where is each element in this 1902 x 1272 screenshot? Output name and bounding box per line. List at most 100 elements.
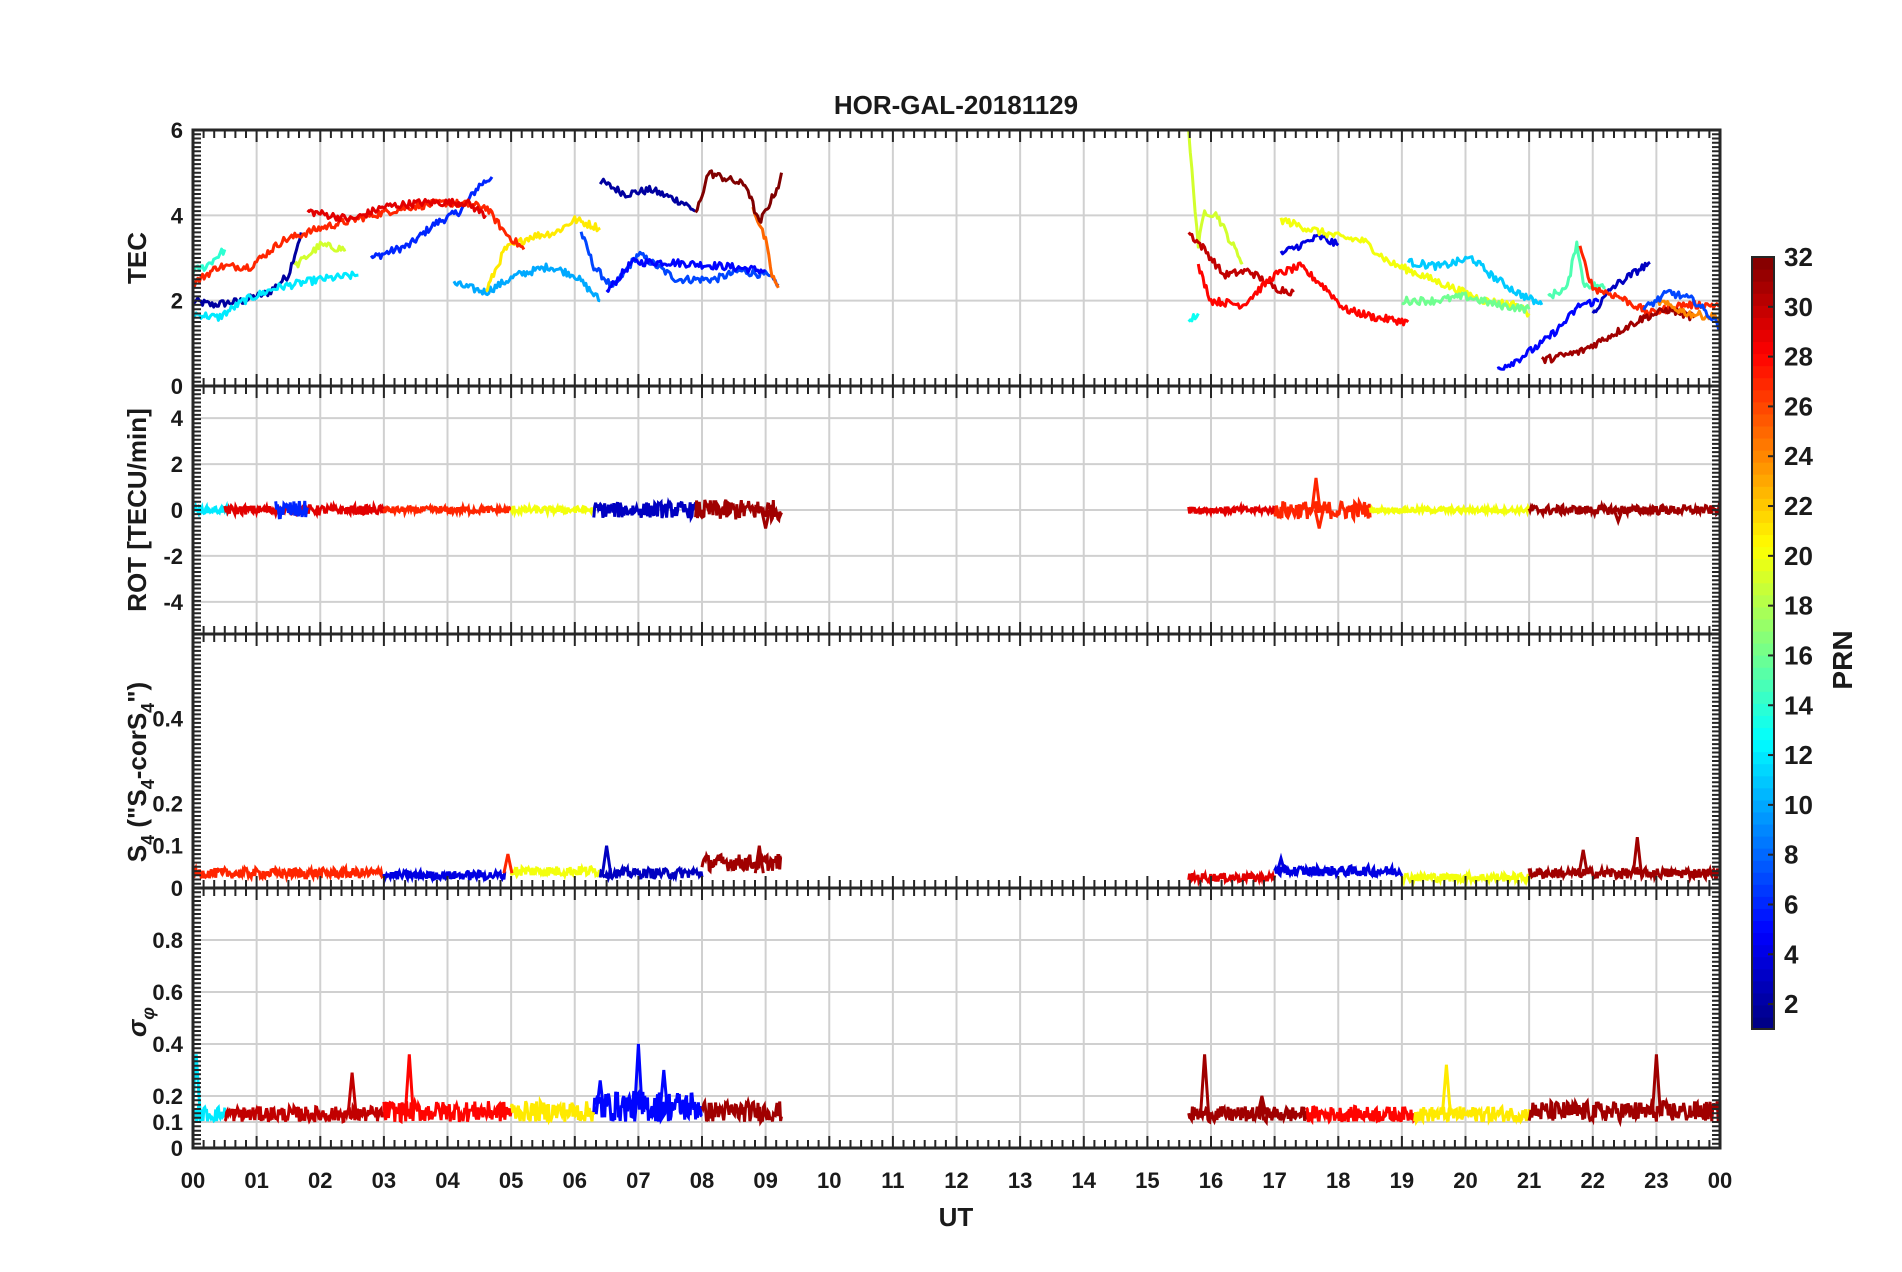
colorbar-band	[1752, 510, 1774, 523]
sigma_phi-spike	[1256, 1095, 1268, 1115]
rot-ticks	[192, 385, 1721, 635]
s4-spike	[601, 845, 613, 874]
sigma_phi-segment-prn-28	[1305, 1104, 1416, 1126]
tec-series-prn-3	[1591, 261, 1651, 315]
colorbar-band	[1752, 667, 1774, 680]
colorbar-band	[1752, 992, 1774, 1006]
tec-series-prn-7	[579, 231, 780, 288]
tec-ylabel: TEC	[122, 232, 152, 284]
colorbar-tick-label: 28	[1784, 342, 1813, 372]
sigma_phi-ytick-label: 0.1	[152, 1110, 183, 1135]
sigma_phi-ytick-label: 0.8	[152, 928, 183, 953]
colorbar-band	[1752, 643, 1774, 656]
tec-series-prn-19	[1187, 131, 1244, 265]
colorbar-band	[1752, 848, 1774, 861]
sigma_phi-spike	[403, 1054, 415, 1115]
tec-series-prn-10	[452, 262, 601, 303]
tec-series-prn-5	[1496, 297, 1600, 371]
rot-ylabel: ROT [TECU/min]	[122, 408, 152, 612]
rot-ytick-label: -2	[163, 544, 183, 569]
colorbar-band	[1752, 305, 1774, 318]
colorbar-tick-label: 8	[1784, 840, 1798, 870]
s4-segment-prn-4	[1273, 861, 1404, 880]
sigma_phi-spike	[1440, 1064, 1452, 1115]
rot-segment-prn-31	[1527, 499, 1720, 520]
colorbar-band	[1752, 727, 1774, 741]
colorbar-band	[1752, 860, 1774, 873]
colorbar-tick-label: 10	[1784, 790, 1813, 820]
x-tick-label: 17	[1262, 1168, 1286, 1193]
colorbar-band	[1752, 630, 1774, 644]
s4-segment-prn-3	[598, 862, 704, 884]
colorbar-band	[1752, 377, 1774, 391]
rot-ytick-label: -4	[163, 590, 183, 615]
colorbar-band	[1752, 558, 1774, 572]
tec-series-prn-12	[193, 270, 359, 322]
colorbar-band	[1752, 353, 1774, 367]
colorbar-band	[1752, 811, 1774, 825]
x-tick-label: 20	[1453, 1168, 1477, 1193]
sigma_phi-segment-prn-5	[592, 1089, 703, 1125]
colorbar-band	[1752, 522, 1774, 536]
colorbar-band	[1752, 281, 1774, 294]
sigma_phi-segment-prn-31	[700, 1095, 783, 1127]
tec-series-prn-20	[1279, 217, 1531, 318]
x-tick-label: 03	[372, 1168, 396, 1193]
colorbar-band	[1752, 546, 1774, 560]
x-tick-label: 06	[563, 1168, 587, 1193]
colorbar-band	[1752, 908, 1774, 922]
tec-series-prn-29	[306, 197, 487, 223]
colorbar-band	[1752, 317, 1774, 330]
s4-segment-prn-31	[1527, 862, 1720, 884]
x-tick-label: 04	[435, 1168, 460, 1193]
x-tick-label: 00	[1708, 1168, 1732, 1193]
colorbar-band	[1752, 799, 1774, 813]
s4-segment-prn-4	[382, 866, 507, 886]
colorbar-band	[1752, 462, 1774, 475]
colorbar-band	[1752, 269, 1774, 282]
colorbar-band	[1752, 606, 1774, 620]
s4-spike	[1275, 852, 1287, 874]
colorbar-tick-label: 24	[1784, 441, 1813, 471]
x-tick-label: 12	[944, 1168, 968, 1193]
colorbar-band	[1752, 618, 1774, 632]
tec-series-prn-7	[1642, 288, 1720, 330]
colorbar-tick-label: 18	[1784, 591, 1813, 621]
rot-spike	[1313, 509, 1325, 529]
tec-series-prn-11	[1406, 255, 1544, 306]
rot-ytick-label: 4	[171, 406, 184, 431]
colorbar-band	[1752, 401, 1774, 415]
s4-ylabel: S4 ("S4-corS4")	[122, 682, 158, 862]
x-tick-label: 16	[1199, 1168, 1223, 1193]
colorbar-tick-label: 32	[1784, 242, 1813, 272]
colorbar-band	[1752, 884, 1774, 897]
colorbar-band	[1752, 703, 1774, 716]
tec-ytick-label: 4	[171, 203, 184, 228]
tec-ylabel-text: TEC	[122, 232, 152, 284]
sigma_phi-ytick-label: 0.6	[152, 980, 183, 1005]
sigma_phi-segment-prn-30	[223, 1101, 386, 1125]
colorbar-tick-label: 26	[1784, 391, 1813, 421]
s4-segment-prn-20	[509, 862, 602, 881]
sigma_phi-spike	[1650, 1054, 1662, 1115]
tec-series-prn-28	[1196, 261, 1410, 327]
colorbar-band	[1752, 474, 1774, 487]
tec-series-prn-5	[605, 257, 766, 293]
x-tick-label: 00	[181, 1168, 205, 1193]
colorbar-band	[1752, 956, 1774, 970]
sigma_phi-segment-prn-21	[1413, 1100, 1531, 1127]
x-tick-label: 08	[690, 1168, 714, 1193]
x-tick-label: 09	[753, 1168, 777, 1193]
chart-title: HOR-GAL-20181129	[834, 90, 1078, 120]
colorbar-band	[1752, 257, 1774, 270]
colorbar-band	[1752, 655, 1774, 668]
s4-ytick-label: 0.4	[152, 707, 183, 732]
colorbar-band	[1752, 968, 1774, 982]
tec-series-prn-27	[1578, 245, 1720, 317]
colorbar-tick-label: 12	[1784, 740, 1813, 770]
rot-segment-prn-6	[274, 500, 309, 520]
sigma_phi-ytick-label: 0	[171, 1136, 183, 1161]
colorbar-band	[1752, 293, 1774, 306]
